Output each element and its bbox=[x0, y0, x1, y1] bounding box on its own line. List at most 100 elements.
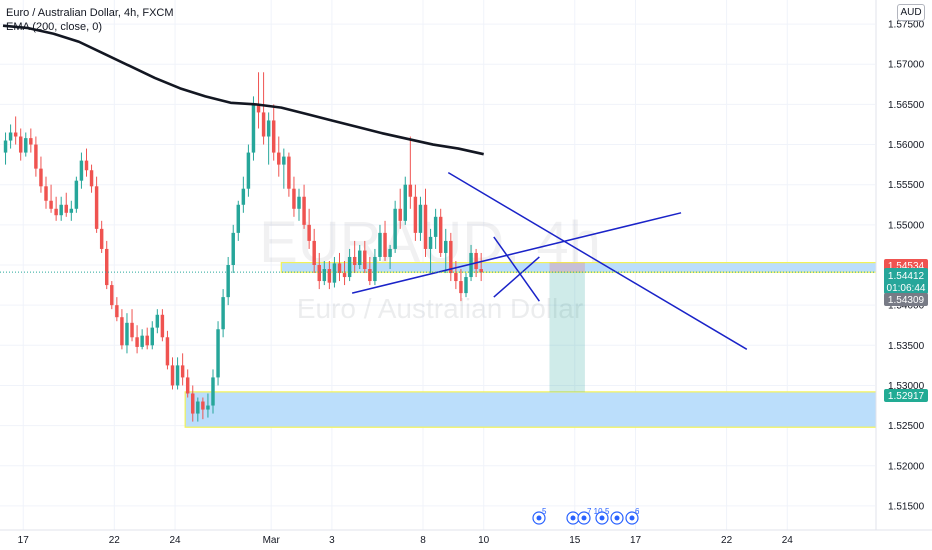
price-tick-label: 1.53500 bbox=[888, 341, 925, 352]
event-badge[interactable]: 6 bbox=[625, 507, 640, 525]
candle-body bbox=[226, 265, 230, 298]
candle bbox=[125, 313, 129, 354]
candle-body bbox=[322, 269, 327, 282]
watermark-name: Euro / Australian Dollar bbox=[297, 293, 583, 324]
position-tool[interactable] bbox=[549, 262, 585, 393]
indicator-label[interactable]: EMA (200, close, 0) bbox=[6, 21, 102, 33]
candle-body bbox=[449, 240, 453, 274]
candle-body bbox=[261, 112, 266, 137]
candle bbox=[251, 96, 256, 161]
time-tick-label: 24 bbox=[782, 535, 794, 546]
candle bbox=[34, 136, 38, 177]
price-tick-label: 1.57500 bbox=[888, 20, 925, 31]
event-dot-icon bbox=[614, 515, 620, 521]
candle-body bbox=[231, 232, 235, 265]
candle-body bbox=[241, 188, 246, 205]
candle-body bbox=[317, 265, 321, 282]
candle bbox=[454, 260, 458, 290]
time-axis[interactable]: 17 22 24 Mar 3 8 10 15 17 22 24 bbox=[0, 529, 932, 546]
candle bbox=[8, 124, 13, 149]
candle bbox=[378, 224, 382, 261]
candle-body bbox=[120, 317, 124, 346]
candle bbox=[408, 136, 413, 209]
last-price-tag: 1.54412 01:06:44 bbox=[884, 268, 928, 294]
take-profit-area[interactable] bbox=[549, 272, 585, 393]
candle-body bbox=[145, 335, 149, 346]
trendline[interactable] bbox=[351, 212, 682, 294]
trendline[interactable] bbox=[447, 172, 748, 350]
candle-body bbox=[185, 377, 190, 394]
target-price-text: 1.52917 bbox=[888, 391, 925, 402]
candle-body bbox=[150, 327, 154, 346]
candle-body bbox=[79, 160, 84, 181]
candle-body bbox=[459, 281, 463, 294]
candles bbox=[3, 72, 483, 422]
trendline[interactable] bbox=[493, 236, 540, 302]
candle bbox=[120, 309, 124, 350]
candle-body bbox=[251, 104, 256, 153]
candle bbox=[59, 196, 63, 221]
candle bbox=[312, 228, 316, 274]
demand-zone[interactable] bbox=[184, 391, 920, 428]
time-tick-label: 10 bbox=[478, 535, 490, 546]
trendline[interactable] bbox=[493, 256, 540, 298]
candle bbox=[165, 330, 170, 370]
candle-body bbox=[59, 204, 63, 216]
candle bbox=[332, 256, 337, 288]
candle bbox=[135, 325, 139, 354]
candle-body bbox=[29, 138, 33, 145]
candle bbox=[79, 152, 84, 189]
candle bbox=[352, 240, 357, 274]
candle bbox=[287, 152, 291, 197]
candle bbox=[150, 321, 154, 350]
bid-price-text: 1.54309 bbox=[888, 295, 925, 306]
candle bbox=[413, 184, 418, 241]
event-badge[interactable] bbox=[566, 511, 580, 525]
time-tick-label: 24 bbox=[169, 535, 181, 546]
candle-body bbox=[363, 250, 367, 270]
candle bbox=[241, 176, 246, 213]
stop-loss-area[interactable] bbox=[549, 262, 585, 273]
candle bbox=[216, 321, 220, 386]
event-badge[interactable]: 7 10 bbox=[577, 507, 603, 525]
event-badge[interactable]: 5 bbox=[532, 507, 547, 525]
bid-price-tag: 1.54309 bbox=[884, 293, 928, 306]
candle-body bbox=[221, 297, 225, 330]
event-badge[interactable]: 5 bbox=[595, 507, 610, 525]
candle bbox=[94, 176, 99, 233]
candle bbox=[368, 256, 372, 286]
ema-200-line bbox=[2, 24, 484, 156]
candle-body bbox=[408, 184, 413, 197]
candle bbox=[201, 397, 205, 420]
candle bbox=[185, 369, 190, 398]
time-tick-label: 3 bbox=[329, 535, 335, 546]
candle-body bbox=[297, 196, 301, 209]
candle-body bbox=[99, 228, 104, 249]
candle-body bbox=[105, 248, 109, 286]
time-tick-label: 17 bbox=[630, 535, 642, 546]
event-count: 5 bbox=[542, 507, 547, 516]
candle bbox=[449, 232, 453, 282]
candle-body bbox=[110, 285, 114, 306]
trendlines[interactable] bbox=[351, 172, 748, 350]
candle bbox=[307, 208, 311, 249]
candle bbox=[180, 353, 185, 386]
candle bbox=[206, 393, 210, 418]
candle-body bbox=[54, 208, 58, 216]
candle bbox=[297, 188, 301, 221]
time-tick-label: 22 bbox=[721, 535, 733, 546]
candle bbox=[155, 309, 160, 334]
currency-badge[interactable]: AUD bbox=[897, 4, 925, 21]
candle-body bbox=[277, 152, 281, 165]
last-price-text: 1.54412 bbox=[888, 271, 925, 282]
candle-body bbox=[337, 263, 342, 274]
price-tick-label: 1.55500 bbox=[888, 180, 925, 191]
candle bbox=[13, 116, 18, 145]
candle bbox=[398, 188, 402, 229]
event-badge[interactable] bbox=[610, 511, 624, 525]
candle-body bbox=[428, 236, 433, 249]
candle-body bbox=[3, 140, 8, 153]
